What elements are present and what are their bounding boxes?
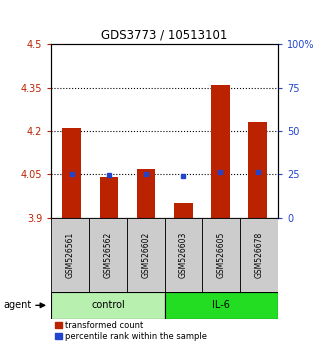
Bar [211, 85, 230, 218]
Text: GSM526605: GSM526605 [217, 232, 226, 278]
Text: GSM526678: GSM526678 [255, 232, 264, 278]
Bar [100, 177, 118, 218]
Bar [174, 203, 193, 218]
Title: GDS3773 / 10513101: GDS3773 / 10513101 [102, 29, 228, 42]
Bar [51, 218, 89, 292]
Bar [165, 292, 278, 319]
Text: GSM526562: GSM526562 [104, 232, 113, 278]
Bar [137, 169, 155, 218]
Text: IL-6: IL-6 [213, 300, 230, 310]
Text: agent: agent [3, 300, 31, 310]
Text: control: control [91, 300, 125, 310]
Bar [127, 218, 165, 292]
Bar [165, 218, 203, 292]
Bar [240, 218, 278, 292]
Bar [248, 122, 267, 218]
Bar [51, 292, 165, 319]
Text: GSM526602: GSM526602 [141, 232, 150, 278]
Bar [203, 218, 240, 292]
Bar [89, 218, 127, 292]
Bar [63, 128, 81, 218]
Text: GSM526603: GSM526603 [179, 232, 188, 278]
Legend: transformed count, percentile rank within the sample: transformed count, percentile rank withi… [56, 321, 208, 341]
Text: GSM526561: GSM526561 [66, 232, 75, 278]
